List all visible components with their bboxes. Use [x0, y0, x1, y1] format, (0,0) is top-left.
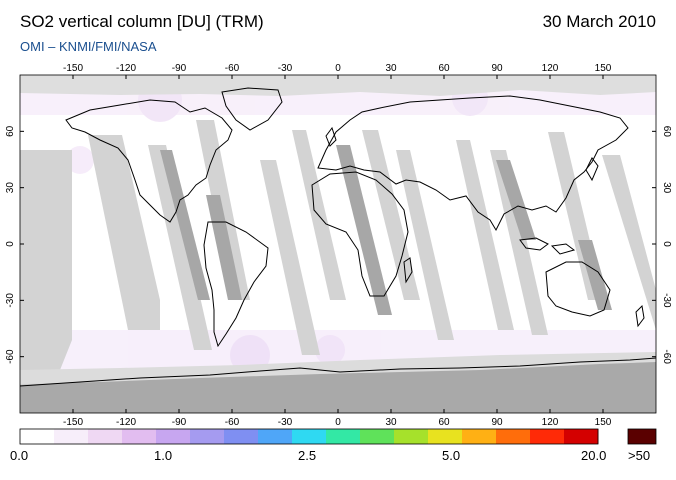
- coast-africa: [311, 171, 409, 297]
- lon-label-top: -30: [278, 63, 293, 74]
- coastlines: [20, 87, 656, 387]
- lon-label-top: 60: [438, 63, 450, 74]
- axis-ticks: -150 -150 -120 -120 -90 -90 -60 -60 -30 -30 0 0 30 30…: [5, 63, 672, 428]
- colorbar-label-4: 20.0: [581, 448, 607, 463]
- coast-antarctica: [20, 357, 656, 387]
- colorbar-segment: [156, 429, 191, 444]
- colorbar-segment: [224, 429, 259, 444]
- lon-label-bottom: -30: [278, 417, 293, 428]
- coast-new-zealand: [635, 304, 645, 328]
- colorbar-segment: [20, 429, 55, 444]
- coast-uk: [325, 126, 337, 147]
- colorbar-segment: [258, 429, 293, 444]
- colorbar-segment: [292, 429, 327, 444]
- lat-label-left: -60: [5, 349, 16, 364]
- orbit-gap-stripes: [20, 120, 656, 400]
- lat-label-right: -60: [661, 349, 672, 364]
- lon-label-top: 0: [335, 63, 341, 74]
- lat-label-left: -30: [5, 293, 16, 308]
- coast-australia: [545, 261, 611, 317]
- coast-eurasia: [317, 95, 629, 232]
- colorbar-overflow-label: >50: [628, 448, 651, 463]
- colorbar-label-2: 2.5: [298, 448, 317, 463]
- colorbar-segment: [496, 429, 531, 444]
- colorbar-frame: [19, 428, 599, 445]
- arctic-region: [20, 75, 656, 96]
- coast-south-america: [203, 221, 269, 348]
- lon-label-bottom: 30: [385, 417, 397, 428]
- lon-label-bottom: -120: [116, 417, 136, 428]
- lat-label-right: -30: [661, 293, 672, 308]
- lon-label-top: -90: [172, 63, 187, 74]
- map-date: 30 March 2010: [542, 12, 656, 31]
- colorbar-segment: [360, 429, 395, 444]
- lat-label-right: 0: [661, 241, 672, 247]
- lat-label-left: 0: [5, 241, 16, 247]
- colorbar-segment: [394, 429, 429, 444]
- coast-japan: [585, 157, 599, 182]
- coast-greenland: [221, 87, 283, 131]
- lat-label-right: 30: [661, 182, 672, 194]
- lon-label-top: 90: [491, 63, 503, 74]
- colorbar-segment: [190, 429, 225, 444]
- map-subtitle: OMI – KNMI/FMI/NASA: [20, 39, 157, 54]
- lon-label-bottom: 150: [595, 417, 612, 428]
- coast-north-america: [65, 99, 233, 223]
- colorbar-segment: [88, 429, 123, 444]
- map-title: SO2 vertical column [DU] (TRM): [20, 12, 264, 31]
- colorbar-segment: [462, 429, 497, 444]
- lon-label-bottom: 90: [491, 417, 503, 428]
- colorbar-segment: [564, 429, 599, 444]
- lon-label-top: -120: [116, 63, 136, 74]
- lon-label-bottom: -90: [172, 417, 187, 428]
- lon-label-bottom: -150: [63, 417, 83, 428]
- antarctica-region: [20, 358, 656, 413]
- colorbar-label-3: 5.0: [442, 448, 461, 463]
- lon-label-top: -60: [225, 63, 240, 74]
- lat-label-right: 60: [661, 126, 672, 138]
- lon-label-top: 150: [595, 63, 612, 74]
- colorbar-label-1: 1.0: [154, 448, 173, 463]
- colorbar-overflow-swatch: [627, 428, 657, 445]
- lon-label-bottom: 60: [438, 417, 450, 428]
- colorbar-segment: [326, 429, 361, 444]
- colorbar: [20, 429, 599, 444]
- coast-madagascar: [403, 257, 413, 284]
- lon-label-bottom: 120: [542, 417, 559, 428]
- colorbar-segment: [428, 429, 463, 444]
- colorbar-label-0: 0.0: [10, 448, 29, 463]
- colorbar-segment: [530, 429, 565, 444]
- colorbar-segment: [122, 429, 157, 444]
- lat-label-left: 60: [5, 125, 16, 137]
- lon-label-bottom: -60: [225, 417, 240, 428]
- coast-indonesia: [519, 237, 576, 255]
- lat-label-left: 30: [5, 182, 16, 194]
- lon-label-top: 30: [385, 63, 397, 74]
- colorbar-segment: [54, 429, 89, 444]
- lon-label-top: -150: [63, 63, 83, 74]
- lon-label-top: 120: [542, 63, 559, 74]
- lon-label-bottom: 0: [335, 417, 341, 428]
